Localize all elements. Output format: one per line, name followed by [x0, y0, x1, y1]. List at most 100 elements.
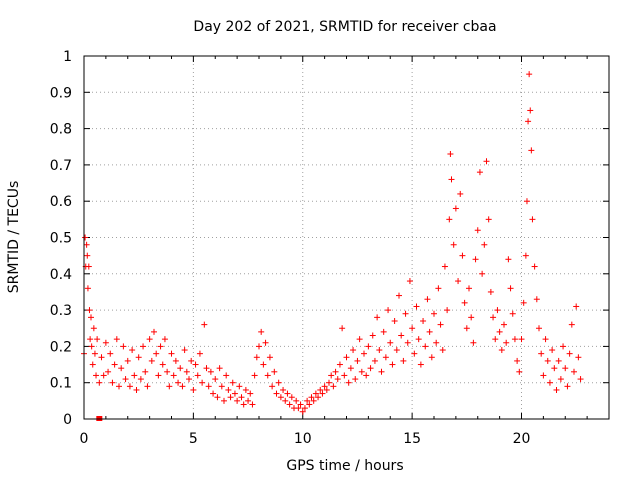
data-point — [511, 336, 518, 343]
data-point — [181, 347, 188, 354]
data-point — [568, 321, 575, 328]
data-point — [93, 372, 100, 379]
data-point — [129, 347, 136, 354]
plot-frame — [83, 55, 610, 420]
data-point — [188, 357, 195, 364]
data-point — [172, 357, 179, 364]
data-point — [450, 241, 457, 248]
data-point — [402, 310, 409, 317]
data-point — [529, 216, 536, 223]
data-point — [369, 332, 376, 339]
data-point — [87, 336, 94, 343]
data-point — [546, 379, 553, 386]
data-point — [177, 365, 184, 372]
data-point — [341, 372, 348, 379]
data-point — [356, 336, 363, 343]
x-axis-label: GPS time / hours — [286, 458, 403, 474]
data-point — [470, 339, 477, 346]
data-point — [555, 357, 562, 364]
data-point — [382, 354, 389, 361]
data-point — [196, 350, 203, 357]
data-point — [371, 357, 378, 364]
data-point — [549, 347, 556, 354]
data-point — [153, 350, 160, 357]
data-point — [194, 372, 201, 379]
data-point — [385, 307, 392, 314]
data-point — [575, 354, 582, 361]
data-point — [223, 372, 230, 379]
data-point — [212, 376, 219, 383]
data-point — [221, 397, 227, 404]
data-point — [137, 376, 144, 383]
data-point — [225, 386, 232, 393]
points-layer — [81, 71, 584, 421]
y-axis-label: SRMTID / TECUs — [6, 181, 22, 294]
data-point — [240, 401, 247, 408]
data-point — [494, 307, 501, 314]
data-point — [492, 336, 499, 343]
data-point — [417, 361, 424, 368]
data-point — [459, 252, 466, 259]
data-point — [441, 263, 448, 270]
data-point — [542, 336, 549, 343]
data-point — [317, 386, 324, 393]
data-point — [207, 368, 214, 375]
data-point — [520, 299, 527, 306]
data-point — [446, 216, 453, 223]
data-point — [83, 241, 90, 248]
data-point — [564, 383, 571, 390]
data-point — [490, 314, 497, 321]
data-point — [400, 357, 407, 364]
data-point — [479, 270, 486, 277]
data-point — [474, 227, 481, 234]
data-point — [227, 394, 234, 401]
data-point — [339, 325, 346, 332]
data-point — [126, 383, 133, 390]
data-point — [527, 107, 534, 114]
data-point — [260, 361, 267, 368]
data-point — [161, 336, 168, 343]
data-point — [271, 368, 278, 375]
data-point — [288, 394, 295, 401]
data-point — [231, 390, 238, 397]
data-point — [378, 368, 385, 375]
data-point — [573, 303, 580, 310]
data-point — [146, 336, 153, 343]
data-point — [84, 285, 91, 292]
data-point — [523, 198, 530, 205]
data-point — [133, 386, 140, 393]
data-point — [319, 390, 326, 397]
data-point — [485, 216, 492, 223]
data-point — [435, 285, 442, 292]
data-point — [199, 379, 206, 386]
x-tick-label: 0 — [80, 431, 89, 447]
data-point — [518, 336, 525, 343]
data-point — [304, 397, 311, 404]
data-point — [347, 365, 354, 372]
data-point — [88, 314, 94, 321]
data-point — [415, 336, 422, 343]
data-point — [483, 158, 490, 165]
data-point — [284, 390, 291, 397]
data-point — [203, 365, 210, 372]
y-tick-label: 0.4 — [50, 267, 72, 283]
data-point — [190, 386, 197, 393]
data-point — [503, 339, 510, 346]
data-point — [352, 376, 359, 383]
data-point — [361, 350, 367, 357]
data-point — [262, 339, 269, 346]
data-point — [328, 372, 335, 379]
data-point — [280, 386, 287, 393]
data-point — [113, 336, 120, 343]
data-point — [111, 361, 118, 368]
y-tick-label: 0.5 — [50, 231, 72, 247]
data-point — [151, 328, 157, 335]
data-point — [522, 252, 529, 259]
data-point — [562, 365, 569, 372]
data-point — [431, 310, 437, 317]
data-point — [256, 343, 262, 350]
y-tick-label: 0.2 — [50, 339, 72, 355]
y-tick-label: 0.8 — [50, 122, 72, 138]
data-point — [107, 350, 114, 357]
data-point — [144, 383, 151, 390]
